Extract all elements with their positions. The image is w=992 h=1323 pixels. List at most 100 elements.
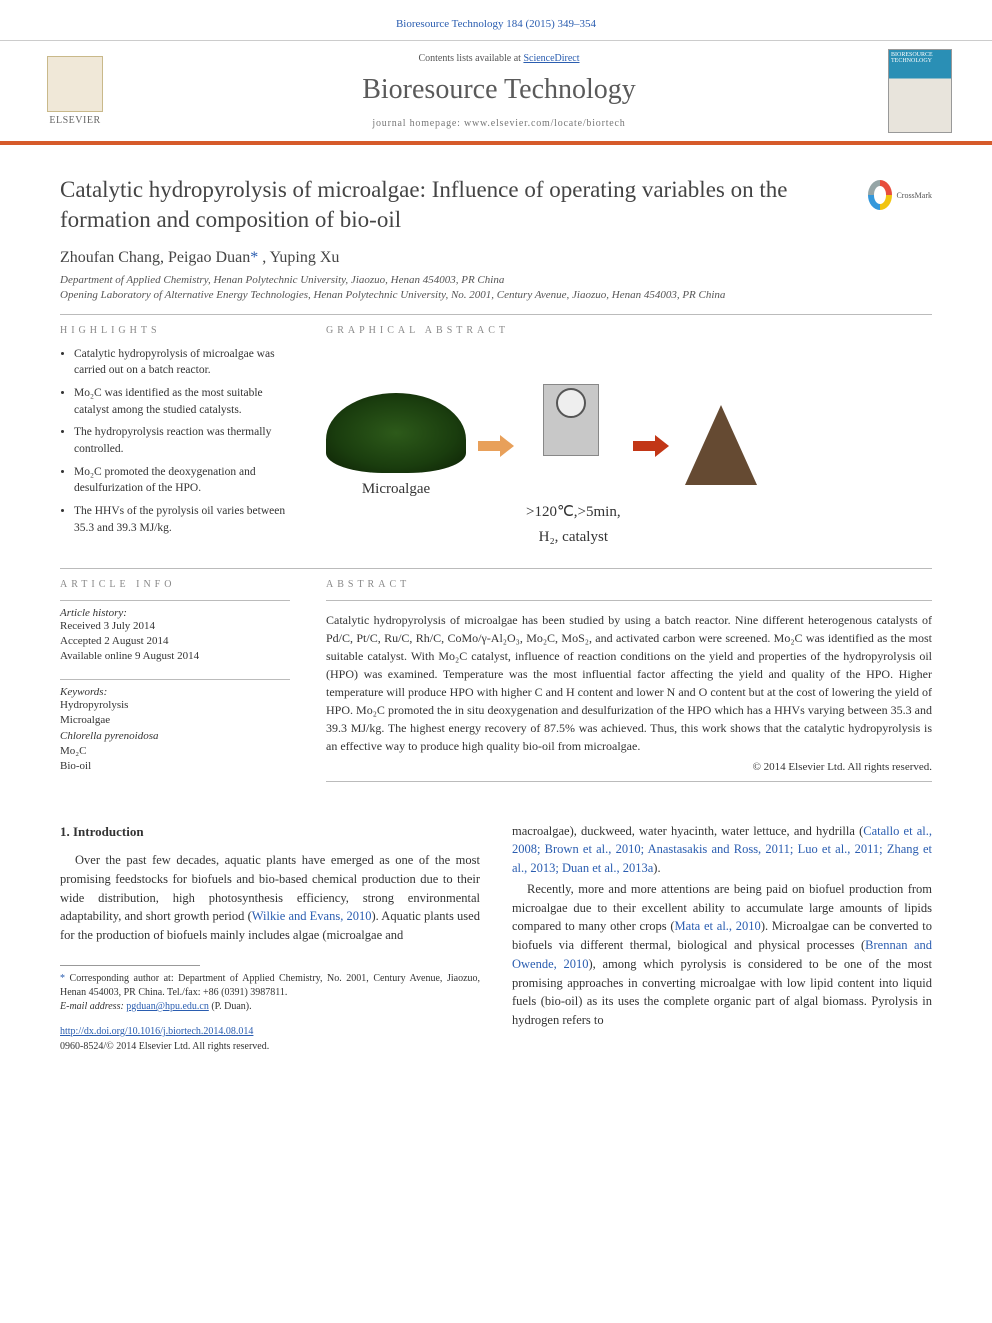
homepage-url[interactable]: www.elsevier.com/locate/biortech <box>464 118 626 129</box>
journal-cover-thumbnail: BIORESOURCE TECHNOLOGY <box>888 49 952 133</box>
corresponding-footnote: * Corresponding author at: Department of… <box>60 972 480 1000</box>
divider-thin <box>326 781 932 782</box>
ga-microalgae: Microalgae <box>326 393 466 498</box>
citation-link[interactable]: Mata et al., 2010 <box>675 919 761 933</box>
highlight-item: The HHVs of the pyrolysis oil varies bet… <box>74 503 290 536</box>
journal-name: Bioresource Technology <box>130 74 868 106</box>
corresponding-marker: * <box>250 249 258 266</box>
keyword: Hydropyrolysis <box>60 698 290 713</box>
abstract-label: ABSTRACT <box>326 579 932 590</box>
received-date: Received 3 July 2014 <box>60 619 290 634</box>
issn-copyright: 0960-8524/© 2014 Elsevier Ltd. All right… <box>60 1039 480 1054</box>
homepage-prefix: journal homepage: <box>372 118 464 129</box>
introduction-heading: 1. Introduction <box>60 822 480 842</box>
history-label: Article history: <box>60 607 290 619</box>
publisher-name: ELSEVIER <box>49 115 100 126</box>
highlights-label: HIGHLIGHTS <box>60 325 290 336</box>
arrow-right-icon <box>478 437 514 455</box>
sciencedirect-link[interactable]: ScienceDirect <box>523 53 579 64</box>
p1c: macroalgae), duckweed, water hyacinth, w… <box>512 824 863 838</box>
abstract-copyright: © 2014 Elsevier Ltd. All rights reserved… <box>326 761 932 773</box>
keywords-block: Keywords: Hydropyrolysis Microalgae Chlo… <box>60 686 290 775</box>
highlight-item: Mo₂C promoted the deoxygenation and desu… <box>74 464 290 497</box>
doi-block: http://dx.doi.org/10.1016/j.biortech.201… <box>60 1024 480 1054</box>
flask-icon <box>681 405 761 505</box>
footnotes: * Corresponding author at: Department of… <box>60 972 480 1014</box>
author-2: Peigao Duan <box>168 249 250 266</box>
highlights-block: HIGHLIGHTS Catalytic hydropyrolysis of m… <box>60 325 290 546</box>
email-link[interactable]: pgduan@hpu.edu.cn <box>126 1001 209 1012</box>
ga-conditions-2: H₂, catalyst <box>526 529 621 546</box>
algae-pile-icon <box>326 393 466 473</box>
email-person: (P. Duan). <box>209 1001 252 1012</box>
divider-thin <box>326 600 932 601</box>
body-columns: 1. Introduction Over the past few decade… <box>60 822 932 1054</box>
crossmark-icon <box>868 180 892 210</box>
article-title: Catalytic hydropyrolysis of microalgae: … <box>60 175 852 235</box>
article-info-column: ARTICLE INFO Article history: Received 3… <box>60 579 290 782</box>
highlight-item: Catalytic hydropyrolysis of microalgae w… <box>74 346 290 379</box>
cover-thumb-title: BIORESOURCE TECHNOLOGY <box>891 52 949 64</box>
affiliation-1: Department of Applied Chemistry, Henan P… <box>60 273 932 288</box>
journal-header-center: Contents lists available at ScienceDirec… <box>130 53 868 129</box>
highlight-item: Mo₂C was identified as the most suitable… <box>74 385 290 418</box>
journal-homepage-line: journal homepage: www.elsevier.com/locat… <box>130 118 868 129</box>
author-1: Zhoufan Chang, <box>60 249 168 266</box>
article-history: Article history: Received 3 July 2014 Ac… <box>60 607 290 665</box>
article-info-label: ARTICLE INFO <box>60 579 290 590</box>
affiliations: Department of Applied Chemistry, Henan P… <box>60 273 932 304</box>
graphical-abstract-label: GRAPHICAL ABSTRACT <box>326 325 932 336</box>
ga-product <box>681 387 761 505</box>
contents-prefix: Contents lists available at <box>418 53 523 64</box>
title-row: Catalytic hydropyrolysis of microalgae: … <box>60 175 932 235</box>
body-paragraph-1b: macroalgae), duckweed, water hyacinth, w… <box>512 822 932 878</box>
abstract-column: ABSTRACT Catalytic hydropyrolysis of mic… <box>326 579 932 782</box>
pressure-gauge-icon <box>556 388 586 418</box>
contents-available-line: Contents lists available at ScienceDirec… <box>130 53 868 64</box>
keyword: Chlorella pyrenoidosa <box>60 729 290 744</box>
corr-asterisk: * <box>60 973 70 984</box>
abstract-text: Catalytic hydropyrolysis of microalgae h… <box>326 611 932 755</box>
accepted-date: Accepted 2 August 2014 <box>60 634 290 649</box>
keyword: Bio-oil <box>60 759 290 774</box>
ga-microalgae-label: Microalgae <box>326 481 466 498</box>
body-paragraph-2: Recently, more and more attentions are b… <box>512 880 932 1030</box>
keywords-label: Keywords: <box>60 686 290 698</box>
graphical-abstract-block: GRAPHICAL ABSTRACT Microalgae >120℃,>5mi… <box>326 325 932 546</box>
affiliation-2: Opening Laboratory of Alternative Energy… <box>60 288 932 303</box>
email-label: E-mail address: <box>60 1001 126 1012</box>
authors-line: Zhoufan Chang, Peigao Duan* , Yuping Xu <box>60 249 932 267</box>
footnote-separator <box>60 965 200 966</box>
p1d: ). <box>653 861 660 875</box>
reactor-icon <box>526 384 616 494</box>
divider-thin <box>60 600 290 601</box>
doi-link[interactable]: http://dx.doi.org/10.1016/j.biortech.201… <box>60 1026 253 1037</box>
citation-link[interactable]: Wilkie and Evans, 2010 <box>252 909 372 923</box>
info-and-abstract: ARTICLE INFO Article history: Received 3… <box>60 579 932 782</box>
divider <box>60 568 932 569</box>
divider-thin <box>60 679 290 680</box>
elsevier-tree-icon <box>47 56 103 112</box>
body-paragraph-1a: Over the past few decades, aquatic plant… <box>60 851 480 945</box>
email-footnote: E-mail address: pgduan@hpu.edu.cn (P. Du… <box>60 1000 480 1014</box>
author-3: , Yuping Xu <box>262 249 339 266</box>
ga-conditions-1: >120℃,>5min, <box>526 502 621 521</box>
publisher-logo: ELSEVIER <box>40 51 110 131</box>
corr-text: Corresponding author at: Department of A… <box>60 973 480 998</box>
flask-body-icon <box>685 405 757 485</box>
graphical-abstract: Microalgae >120℃,>5min, H₂, catalyst <box>326 346 932 546</box>
keyword: Mo₂C <box>60 744 290 759</box>
online-date: Available online 9 August 2014 <box>60 649 290 664</box>
crossmark-label: CrossMark <box>896 191 932 200</box>
divider <box>60 314 932 315</box>
highlight-item: The hydropyrolysis reaction was thermall… <box>74 424 290 457</box>
journal-header-band: ELSEVIER Contents lists available at Sci… <box>0 40 992 145</box>
arrow-right-icon <box>633 437 669 455</box>
ga-reactor: >120℃,>5min, H₂, catalyst <box>526 346 621 546</box>
page-citation: Bioresource Technology 184 (2015) 349–35… <box>0 0 992 40</box>
highlights-and-graphical: HIGHLIGHTS Catalytic hydropyrolysis of m… <box>60 325 932 546</box>
keyword: Microalgae <box>60 713 290 728</box>
highlights-list: Catalytic hydropyrolysis of microalgae w… <box>60 346 290 537</box>
article-main: Catalytic hydropyrolysis of microalgae: … <box>0 145 992 1094</box>
crossmark-badge[interactable]: CrossMark <box>868 175 932 215</box>
